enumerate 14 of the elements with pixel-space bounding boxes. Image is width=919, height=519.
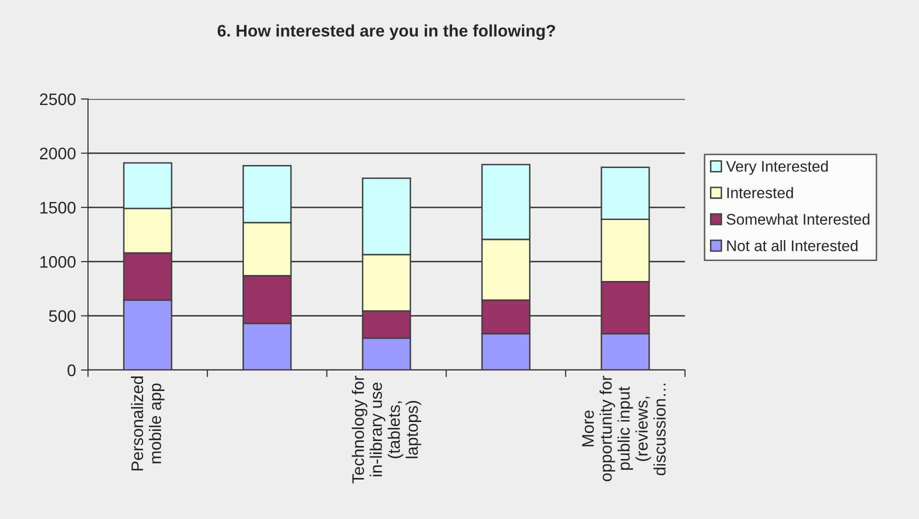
y-tick-label: 2000 bbox=[40, 148, 76, 160]
y-tick-label: 0 bbox=[68, 364, 76, 376]
legend-label: Very Interested bbox=[726, 160, 828, 175]
y-tick-label: 1000 bbox=[40, 256, 76, 268]
x-tick-label: More opportunity for public input (reviews, discussion… bbox=[582, 376, 666, 482]
chart-title: 6. How interested are you in the following? bbox=[218, 24, 556, 40]
legend-label: Not at all Interested bbox=[727, 240, 858, 252]
y-tick-label: 1500 bbox=[40, 202, 76, 214]
legend-label: Interested bbox=[727, 187, 793, 198]
x-tick-label: Personalized mobile app bbox=[130, 376, 164, 470]
y-tick-label: 500 bbox=[49, 310, 76, 322]
legend-label: Somewhat Interested bbox=[726, 214, 870, 225]
y-tick-label: 2500 bbox=[40, 93, 76, 106]
x-tick-label: Technology for in-library use (tablets, laptops) bbox=[352, 376, 422, 484]
